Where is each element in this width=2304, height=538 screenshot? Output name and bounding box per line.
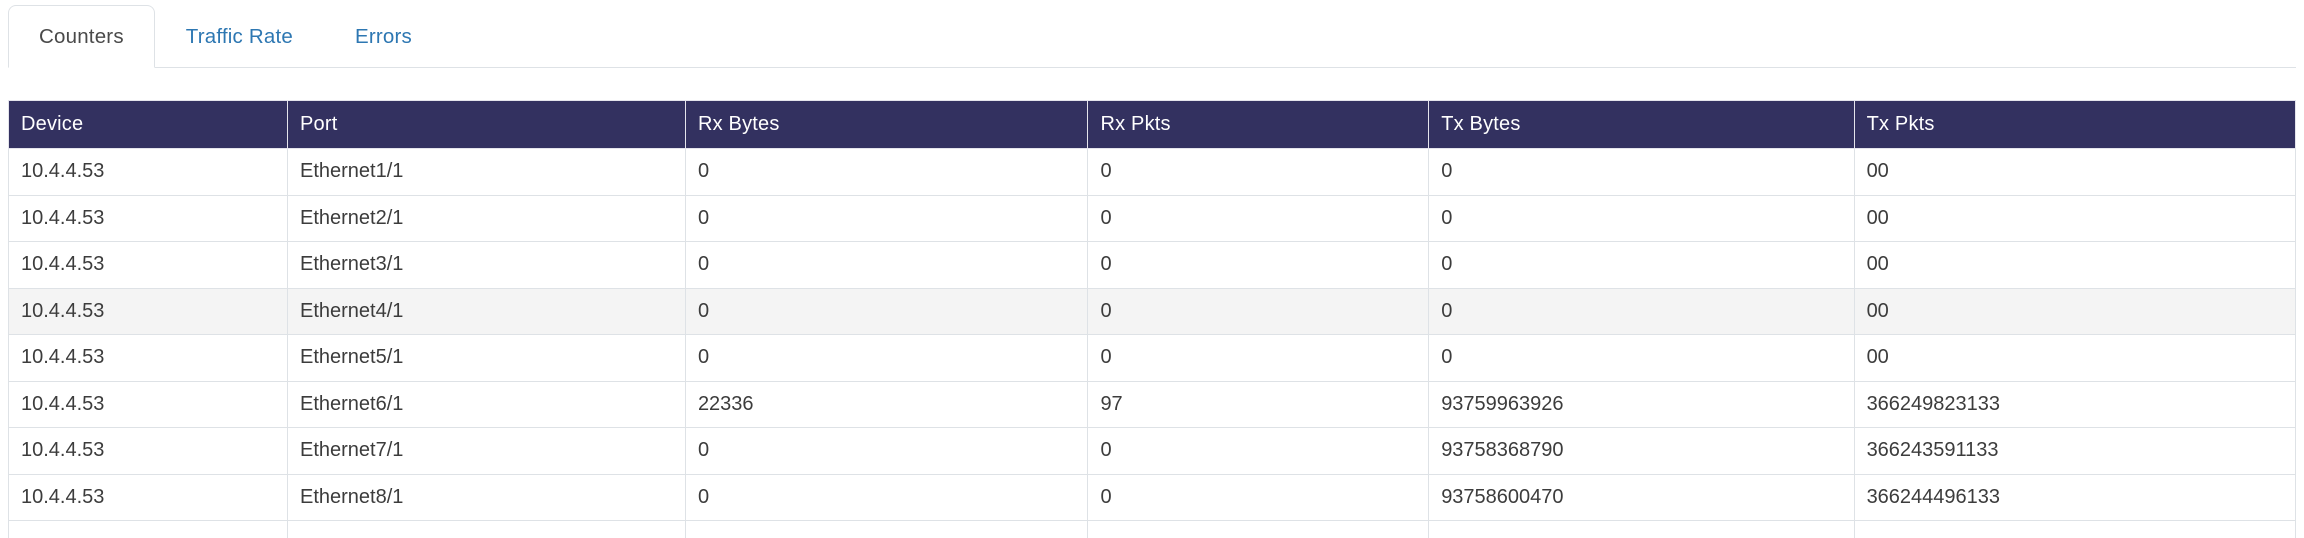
column-header-rx-pkts: Rx Pkts [1087,100,1430,149]
table-header: Device Port Rx Bytes Rx Pkts Tx Bytes Tx Pkts [8,100,2297,149]
tab-traffic-rate[interactable]: Traffic Rate [185,24,293,48]
cell-rx-bytes: 0 [684,241,1089,289]
cell-tx-bytes: 0 [1428,287,1855,335]
cell-port [287,520,686,538]
cell-device: 10.4.4.53 [8,148,288,196]
cell-tx-bytes: 0 [1428,334,1855,382]
cell-device: 10.4.4.53 [8,473,288,521]
cell-rx-pkts: 0 [1087,241,1430,289]
cell-rx-pkts: 0 [1087,334,1430,382]
column-header-tx-pkts: Tx Pkts [1853,100,2297,149]
cell-tx-pkts: 00 [1853,241,2297,289]
cell-tx-pkts: 366244496133 [1853,473,2297,521]
cell-tx-pkts: 00 [1853,194,2297,242]
cell-port: Ethernet8/1 [287,473,686,521]
cell-rx-bytes: 22336 [684,380,1089,428]
cell-device: 10.4.4.53 [8,287,288,335]
cell-rx-pkts: 0 [1087,427,1430,475]
table-row: 10.4.4.53 Ethernet7/1 0 0 93758368790 3662435… [8,427,2297,475]
table-row: 10.4.4.53 Ethernet6/1 22336 97 93759963926 36… [8,380,2297,428]
tab-errors[interactable]: Errors [355,24,413,48]
page: Counters Traffic Rate Errors Device Port R… [0,5,2304,538]
cell-port: Ethernet1/1 [287,148,686,196]
cell-port: Ethernet3/1 [287,241,686,289]
table-row: 10.4.4.53 Ethernet4/1 0 0 0 00 [8,287,2297,335]
table-row: 10.4.4.53 Ethernet3/1 0 0 0 00 [8,241,2297,289]
cell-tx-pkts: 00 [1853,287,2297,335]
cell-tx-bytes [1428,520,1855,538]
table-body: 10.4.4.53 Ethernet1/1 0 0 0 00 10.4.4.53 Ethern… [8,148,2297,538]
tab-bar: Counters Traffic Rate Errors [8,5,2296,68]
cell-tx-pkts: 366249823133 [1853,380,2297,428]
cell-device [8,520,288,538]
cell-port: Ethernet7/1 [287,427,686,475]
cell-tx-pkts: 366243591133 [1853,427,2297,475]
table-row: 10.4.4.53 Ethernet8/1 0 0 93758600470 3662444… [8,473,2297,521]
tab-counters[interactable]: Counters [8,5,155,68]
cell-tx-bytes: 93758368790 [1428,427,1855,475]
cell-tx-bytes: 0 [1428,194,1855,242]
table-row [8,520,2297,538]
cell-port: Ethernet2/1 [287,194,686,242]
cell-rx-pkts: 97 [1087,380,1430,428]
cell-tx-bytes: 93758600470 [1428,473,1855,521]
cell-rx-pkts [1087,520,1430,538]
cell-tx-bytes: 0 [1428,241,1855,289]
cell-tx-pkts: 00 [1853,148,2297,196]
cell-rx-bytes: 0 [684,148,1089,196]
cell-rx-bytes: 0 [684,334,1089,382]
cell-rx-bytes: 0 [684,287,1089,335]
cell-rx-pkts: 0 [1087,148,1430,196]
cell-tx-pkts [1853,520,2297,538]
table-container: Device Port Rx Bytes Rx Pkts Tx Bytes Tx Pkts… [8,100,2297,538]
cell-rx-bytes: 0 [684,473,1089,521]
cell-device: 10.4.4.53 [8,334,288,382]
table-row: 10.4.4.53 Ethernet2/1 0 0 0 00 [8,194,2297,242]
cell-port: Ethernet5/1 [287,334,686,382]
cell-rx-bytes: 0 [684,194,1089,242]
column-header-rx-bytes: Rx Bytes [684,100,1089,149]
cell-rx-bytes: 0 [684,427,1089,475]
cell-port: Ethernet6/1 [287,380,686,428]
cell-rx-pkts: 0 [1087,194,1430,242]
counters-table: Device Port Rx Bytes Rx Pkts Tx Bytes Tx Pkts… [8,100,2297,538]
cell-tx-bytes: 93759963926 [1428,380,1855,428]
column-header-port: Port [287,100,686,149]
cell-device: 10.4.4.53 [8,380,288,428]
column-header-device: Device [8,100,288,149]
cell-device: 10.4.4.53 [8,194,288,242]
cell-device: 10.4.4.53 [8,241,288,289]
column-header-tx-bytes: Tx Bytes [1428,100,1855,149]
cell-rx-pkts: 0 [1087,287,1430,335]
header-row: Device Port Rx Bytes Rx Pkts Tx Bytes Tx Pkts [8,100,2297,149]
cell-rx-pkts: 0 [1087,473,1430,521]
cell-rx-bytes [684,520,1089,538]
cell-tx-pkts: 00 [1853,334,2297,382]
table-row: 10.4.4.53 Ethernet5/1 0 0 0 00 [8,334,2297,382]
cell-device: 10.4.4.53 [8,427,288,475]
table-row: 10.4.4.53 Ethernet1/1 0 0 0 00 [8,148,2297,196]
cell-port: Ethernet4/1 [287,287,686,335]
cell-tx-bytes: 0 [1428,148,1855,196]
